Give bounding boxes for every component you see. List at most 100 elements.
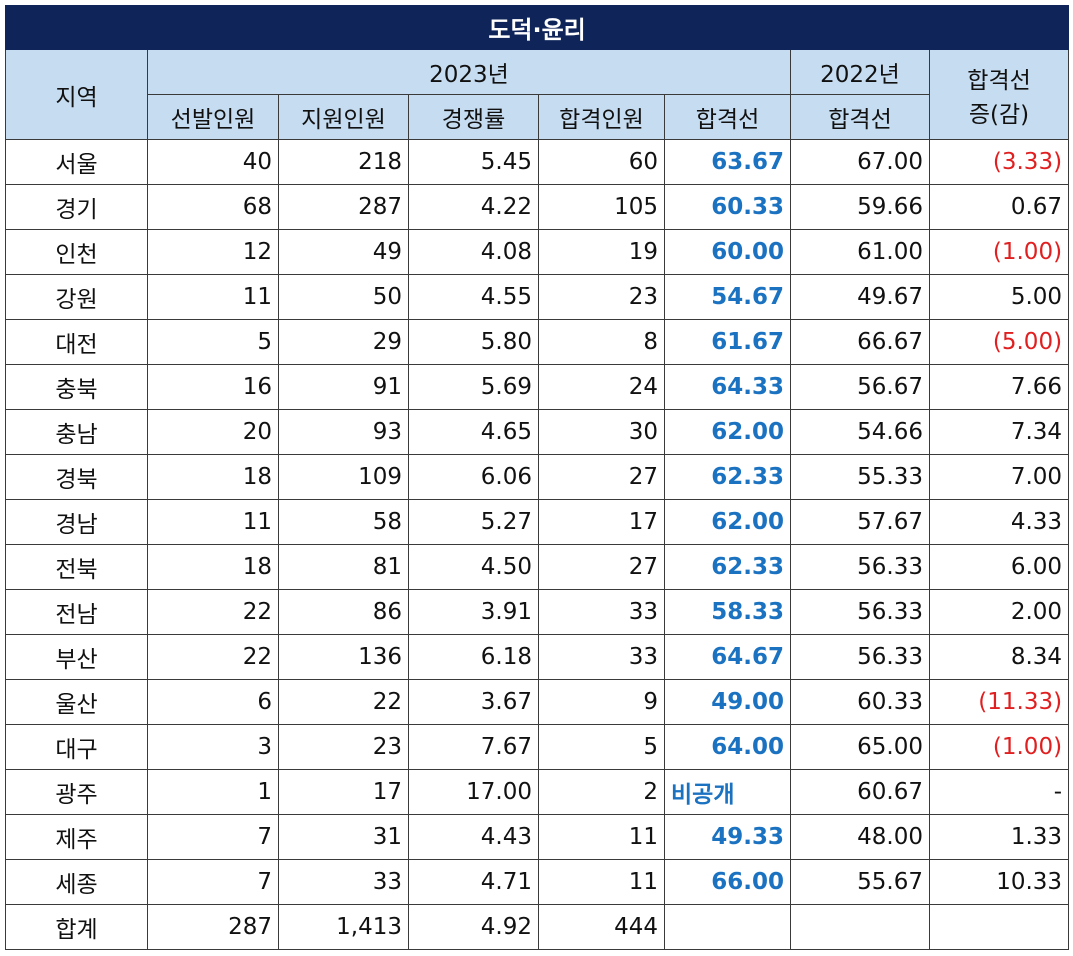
- cell-applicants: 31: [278, 814, 409, 860]
- cell-cutoff-2022: 55.67: [790, 859, 930, 905]
- cell-applicants: 23: [278, 724, 409, 770]
- cell-diff: 6.00: [928, 544, 1070, 590]
- header-diff: 합격선 증(감): [928, 49, 1070, 140]
- cell-applicants: 81: [278, 544, 409, 590]
- cell-selected: 11: [147, 274, 279, 320]
- cell-diff: (5.00): [928, 319, 1070, 365]
- cell-cutoff-2022: 56.67: [790, 364, 930, 410]
- table-row: 세종 7 33 4.71 11 66.00 55.67 10.33: [5, 859, 1070, 905]
- cell-cutoff-2023: 60.00: [664, 229, 791, 275]
- table-row: 서울 40 218 5.45 60 63.67 67.00 (3.33): [5, 139, 1070, 185]
- cell-ratio: 5.80: [408, 319, 539, 365]
- cell-diff: [928, 904, 1070, 950]
- cell-applicants: 287: [278, 184, 409, 230]
- cell-region: 경기: [5, 184, 148, 230]
- cell-cutoff-2022: 54.66: [790, 409, 930, 455]
- cell-applicants: 17: [278, 769, 409, 815]
- cell-ratio: 17.00: [408, 769, 539, 815]
- table-row: 제주 7 31 4.43 11 49.33 48.00 1.33: [5, 814, 1070, 860]
- cell-cutoff-2023: 58.33: [664, 589, 791, 635]
- cell-region: 대구: [5, 724, 148, 770]
- cell-region: 충북: [5, 364, 148, 410]
- cell-selected: 68: [147, 184, 279, 230]
- cell-diff: 4.33: [928, 499, 1070, 545]
- cell-selected: 3: [147, 724, 279, 770]
- cell-selected: 7: [147, 859, 279, 905]
- cell-diff: (11.33): [928, 679, 1070, 725]
- header-applicants: 지원인원: [278, 94, 409, 140]
- cell-passed: 19: [538, 229, 665, 275]
- cell-passed: 8: [538, 319, 665, 365]
- cell-selected: 40: [147, 139, 279, 185]
- cell-selected: 7: [147, 814, 279, 860]
- cell-passed: 444: [538, 904, 665, 950]
- cell-applicants: 93: [278, 409, 409, 455]
- table-container: 도덕·윤리 지역 2023년 2022년 합격선 증(감) 선발인원 지원인원 …: [4, 5, 1070, 950]
- cell-cutoff-2023: 64.00: [664, 724, 791, 770]
- cell-region: 경북: [5, 454, 148, 500]
- cell-cutoff-2023: 64.33: [664, 364, 791, 410]
- table-row: 인천 12 49 4.08 19 60.00 61.00 (1.00): [5, 229, 1070, 275]
- table-row: 광주 1 17 17.00 2 비공개 60.67-: [5, 769, 1070, 815]
- cell-ratio: 4.22: [408, 184, 539, 230]
- cell-selected: 6: [147, 679, 279, 725]
- cell-ratio: 4.65: [408, 409, 539, 455]
- cell-cutoff-2022: 59.66: [790, 184, 930, 230]
- table-title: 도덕·윤리: [4, 5, 1070, 50]
- header-diff-line2: 증(감): [968, 101, 1030, 128]
- cell-diff: (1.00): [928, 724, 1070, 770]
- table-row: 강원 11 50 4.55 23 54.67 49.67 5.00: [5, 274, 1070, 320]
- cell-cutoff-2023: 64.67: [664, 634, 791, 680]
- cell-ratio: 4.43: [408, 814, 539, 860]
- cell-ratio: 5.45: [408, 139, 539, 185]
- cell-ratio: 3.67: [408, 679, 539, 725]
- cell-ratio: 4.55: [408, 274, 539, 320]
- cell-region: 경남: [5, 499, 148, 545]
- cell-selected: 18: [147, 454, 279, 500]
- header-ratio: 경쟁률: [408, 94, 539, 140]
- cell-passed: 17: [538, 499, 665, 545]
- cell-cutoff-2023: 49.33: [664, 814, 791, 860]
- cell-diff: 7.34: [928, 409, 1070, 455]
- cell-region: 충남: [5, 409, 148, 455]
- table-row: 전북 18 81 4.50 27 62.33 56.33 6.00: [5, 544, 1070, 590]
- table-row: 충북 16 91 5.69 24 64.33 56.67 7.66: [5, 364, 1070, 410]
- header-year-2023: 2023년: [147, 49, 791, 95]
- cell-cutoff-2023: 62.33: [664, 454, 791, 500]
- cell-passed: 27: [538, 454, 665, 500]
- cell-region: 인천: [5, 229, 148, 275]
- cell-passed: 2: [538, 769, 665, 815]
- cell-region: 전북: [5, 544, 148, 590]
- cell-applicants: 29: [278, 319, 409, 365]
- cell-ratio: 3.91: [408, 589, 539, 635]
- cell-passed: 11: [538, 859, 665, 905]
- cell-diff: 10.33: [928, 859, 1070, 905]
- cell-passed: 105: [538, 184, 665, 230]
- cell-cutoff-2023: 62.00: [664, 409, 791, 455]
- table-row: 합계 287 1,413 4.92 444: [5, 904, 1070, 950]
- cell-diff: 1.33: [928, 814, 1070, 860]
- cell-cutoff-2022: [790, 904, 930, 950]
- cell-diff: (3.33): [928, 139, 1070, 185]
- cell-ratio: 4.71: [408, 859, 539, 905]
- cell-cutoff-2022: 60.33: [790, 679, 930, 725]
- cell-region: 제주: [5, 814, 148, 860]
- cell-applicants: 109: [278, 454, 409, 500]
- cell-applicants: 33: [278, 859, 409, 905]
- cell-ratio: 4.08: [408, 229, 539, 275]
- cell-applicants: 86: [278, 589, 409, 635]
- cell-passed: 5: [538, 724, 665, 770]
- cell-cutoff-2022: 60.67: [790, 769, 930, 815]
- cell-passed: 33: [538, 589, 665, 635]
- cell-applicants: 1,413: [278, 904, 409, 950]
- cell-applicants: 91: [278, 364, 409, 410]
- cell-selected: 1: [147, 769, 279, 815]
- cell-diff: 7.00: [928, 454, 1070, 500]
- cell-cutoff-2022: 56.33: [790, 544, 930, 590]
- cell-cutoff-2022: 65.00: [790, 724, 930, 770]
- cell-cutoff-2022: 48.00: [790, 814, 930, 860]
- cell-cutoff-2023: 66.00: [664, 859, 791, 905]
- cell-passed: 60: [538, 139, 665, 185]
- cell-passed: 23: [538, 274, 665, 320]
- cell-cutoff-2022: 56.33: [790, 634, 930, 680]
